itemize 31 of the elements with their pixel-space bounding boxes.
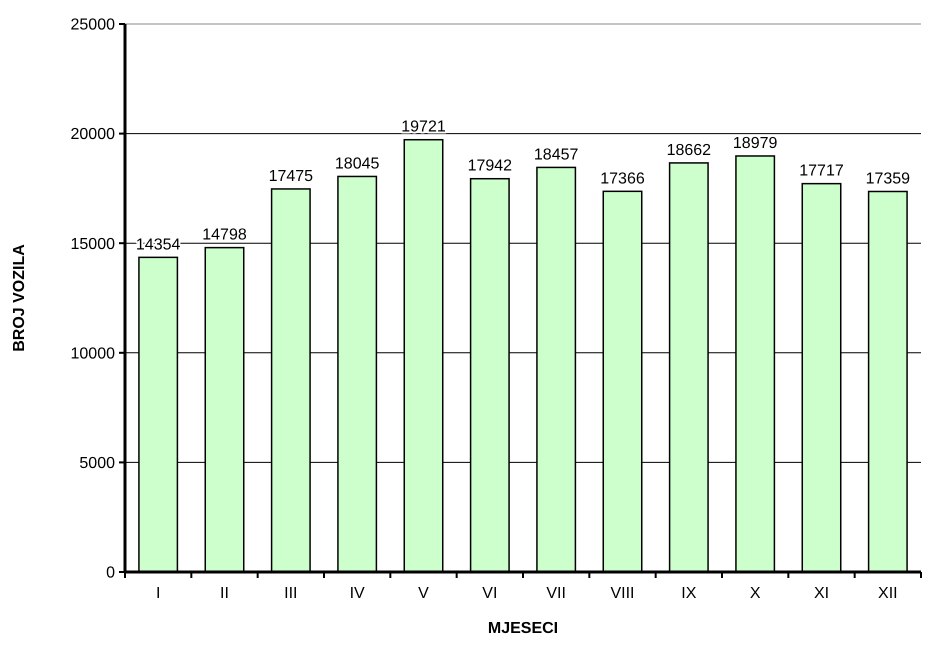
data-label: 18045 (334, 155, 380, 172)
x-axis-title: MJESECI (488, 620, 558, 637)
x-tick-label: VIII (610, 585, 635, 602)
y-tick-label: 0 (106, 564, 116, 582)
data-label: 14798 (202, 226, 247, 244)
x-tick-label: X (750, 585, 761, 602)
x-tick-label: XI (814, 585, 830, 602)
x-tick-label: IX (681, 585, 697, 602)
x-tick-label: VI (482, 585, 498, 602)
data-label: 18662 (666, 142, 712, 159)
y-axis-title: BROJ VOZILA (11, 244, 28, 352)
data-label: 17366 (600, 170, 645, 188)
y-tick-label: 20000 (70, 126, 116, 144)
x-tick-label: II (220, 585, 229, 602)
y-tick-label: 15000 (70, 236, 116, 253)
data-label: 17475 (268, 168, 314, 185)
y-tick-label: 10000 (70, 345, 116, 362)
x-tick-label: V (418, 585, 430, 602)
x-tick-label: I (156, 585, 160, 602)
data-label: 17717 (799, 162, 844, 180)
x-tick-label: XII (878, 585, 898, 602)
x-tick-label: IV (350, 585, 366, 602)
data-label: 17359 (866, 170, 910, 188)
data-label: 17942 (468, 158, 512, 175)
data-label: 18979 (732, 134, 778, 152)
x-tick-label: VII (546, 585, 566, 602)
y-tick-label: 25000 (70, 16, 116, 34)
data-label: 19721 (401, 118, 446, 136)
data-label: 18457 (534, 146, 579, 164)
x-tick-label: III (284, 585, 298, 602)
y-tick-label: 5000 (79, 455, 116, 472)
